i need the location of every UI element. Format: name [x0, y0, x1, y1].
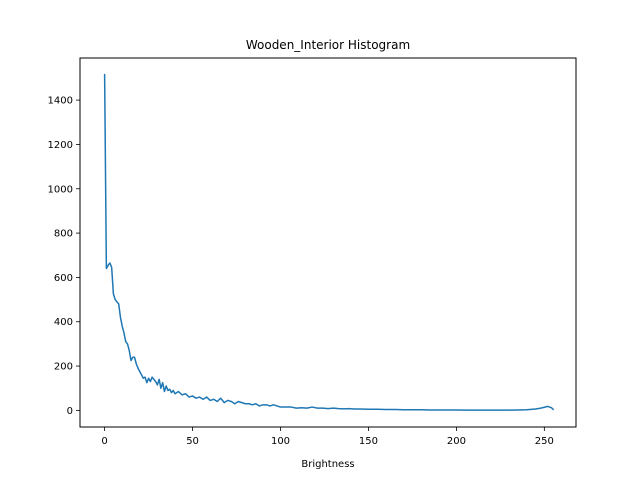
- y-tick-label: 600: [54, 273, 73, 284]
- x-tick-label: 0: [101, 436, 107, 447]
- y-tick-label: 200: [54, 362, 73, 373]
- y-tick-label: 1000: [48, 184, 73, 195]
- y-tick-label: 1400: [48, 96, 73, 107]
- x-axis-label: Brightness: [301, 459, 354, 470]
- y-tick-label: 400: [54, 317, 73, 328]
- y-tick-label: 0: [67, 406, 73, 417]
- x-tick-label: 200: [447, 436, 466, 447]
- chart-title: Wooden_Interior Histogram: [246, 38, 410, 52]
- series-line-0: [103, 73, 555, 411]
- y-tick-label: 1200: [48, 140, 73, 151]
- x-tick-label: 100: [271, 436, 290, 447]
- x-tick-label: 150: [359, 436, 378, 447]
- x-tick-label: 50: [186, 436, 199, 447]
- y-tick-label: 800: [54, 229, 73, 240]
- x-tick-label: 250: [535, 436, 554, 447]
- axes-frame: [79, 57, 577, 428]
- plot-area: [103, 73, 555, 411]
